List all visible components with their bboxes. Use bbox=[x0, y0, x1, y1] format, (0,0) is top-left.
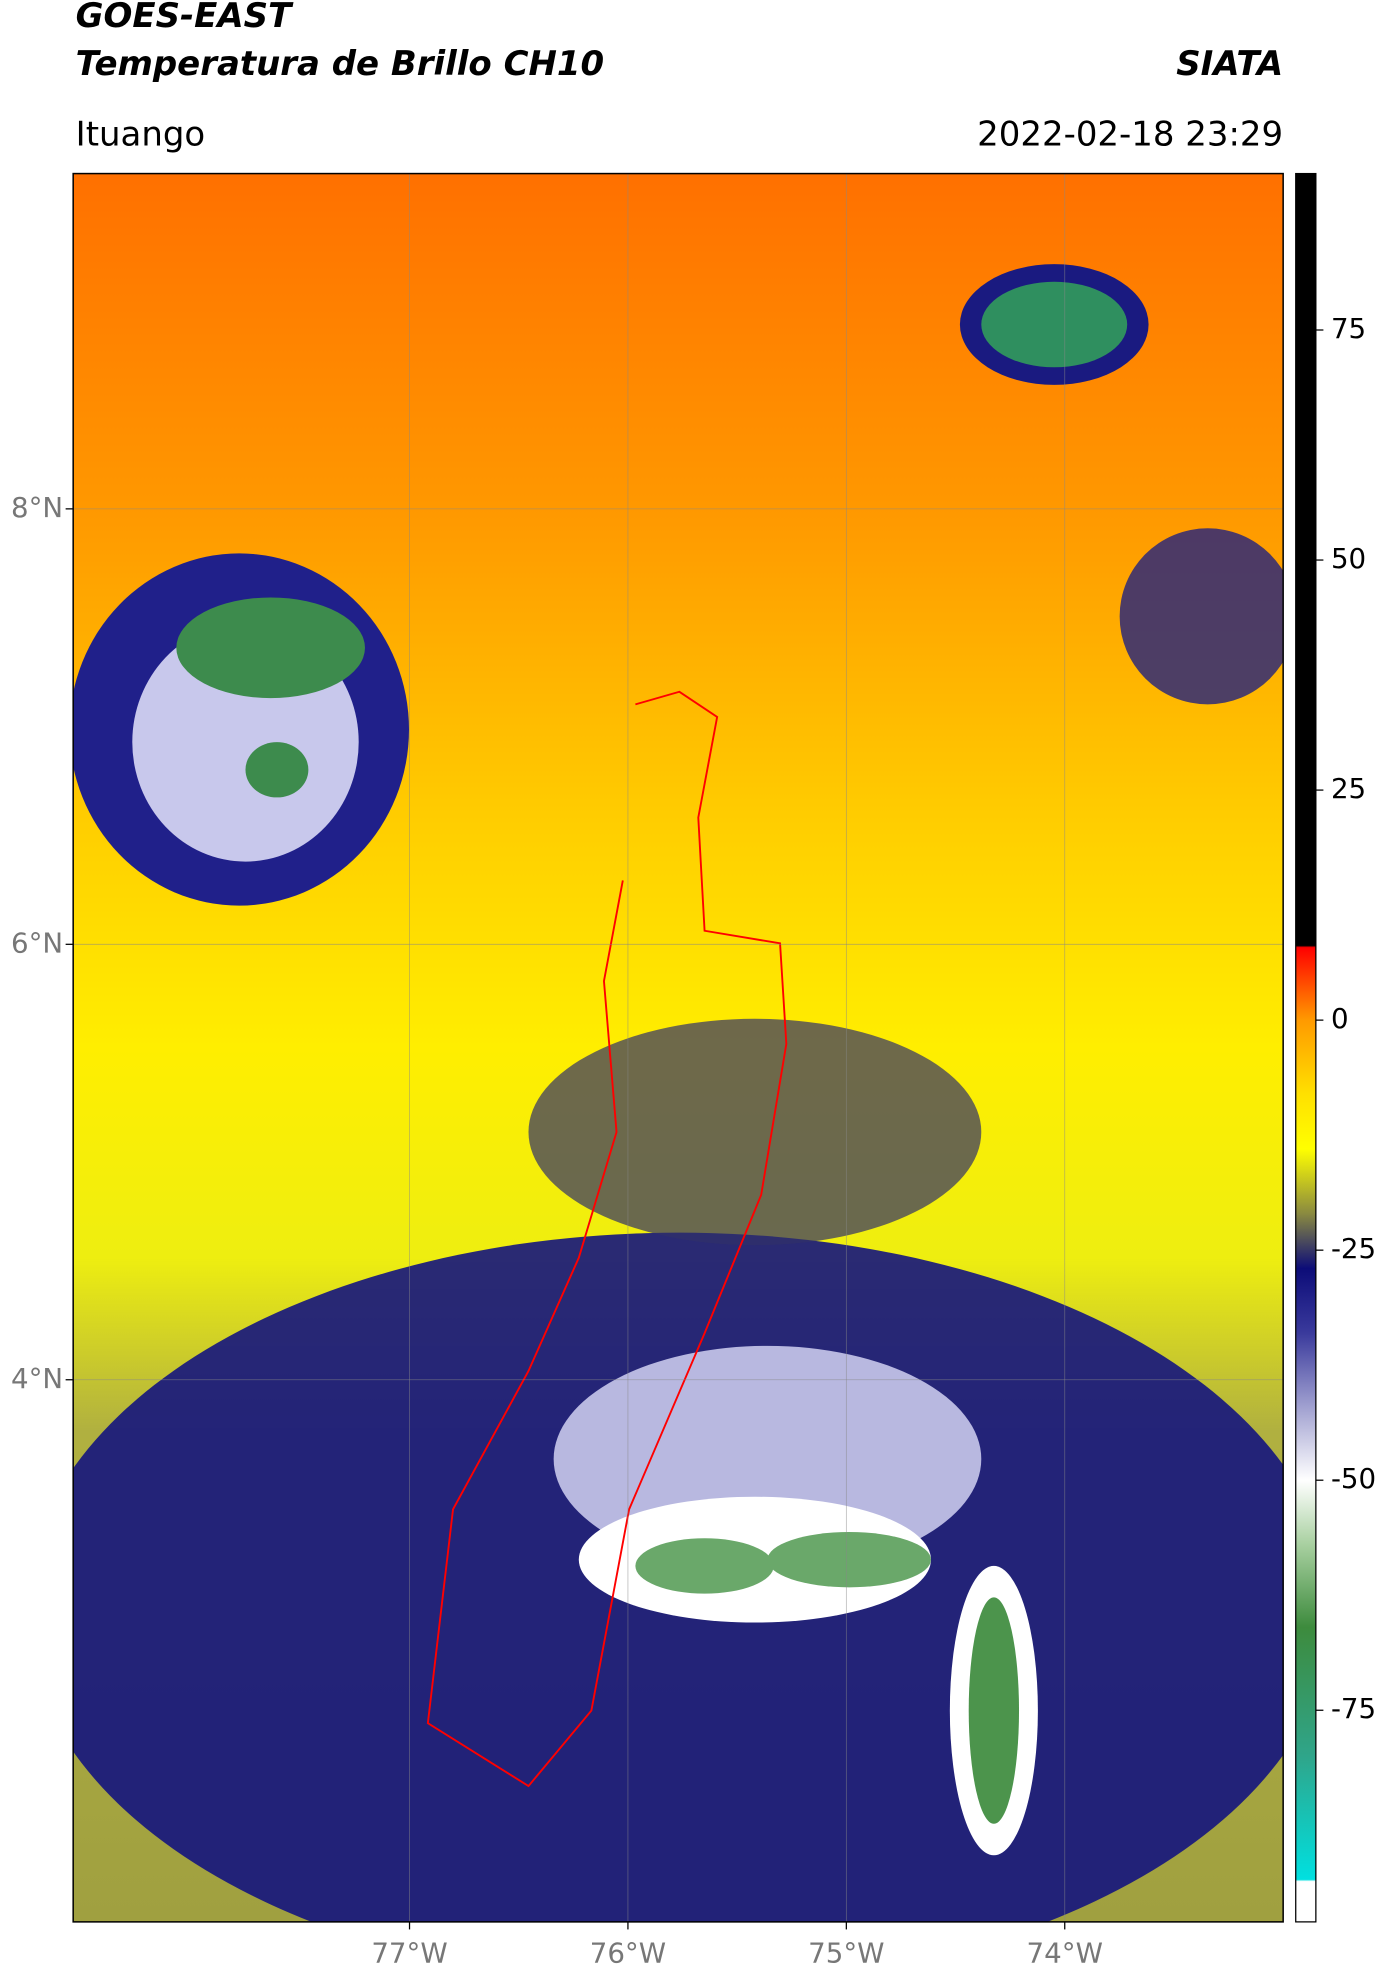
source: SIATA bbox=[1176, 44, 1283, 84]
colorbar-tick-label: -50 bbox=[1331, 1462, 1376, 1495]
colorbar-tick-label: -75 bbox=[1331, 1692, 1376, 1725]
cloud bbox=[528, 1018, 982, 1246]
y-tick-label: 8°N bbox=[11, 491, 63, 524]
grid bbox=[73, 173, 1284, 1922]
colorbar-tick-label: 75 bbox=[1331, 312, 1366, 345]
subtitle: Temperatura de Brillo CH10 bbox=[76, 44, 604, 84]
cloud bbox=[245, 742, 309, 798]
cloud bbox=[635, 1538, 774, 1594]
cloud bbox=[767, 1531, 931, 1588]
colorbar-tick-label: -25 bbox=[1331, 1232, 1376, 1265]
colorbar-tick-label: 25 bbox=[1331, 772, 1366, 805]
y-tick-label: 6°N bbox=[11, 926, 63, 959]
x-tick-label: 77°W bbox=[371, 1937, 447, 1970]
x-tick-label: 76°W bbox=[590, 1937, 666, 1970]
map-image bbox=[73, 173, 1284, 1922]
datetime: 2022-02-18 23:29 bbox=[977, 114, 1283, 154]
location: Ituango bbox=[76, 114, 206, 154]
title: GOES-EAST bbox=[76, 0, 294, 36]
x-tick-label: 75°W bbox=[808, 1937, 884, 1970]
colorbar-tick-label: 0 bbox=[1331, 1002, 1349, 1035]
colorbar-tick-label: 50 bbox=[1331, 542, 1366, 575]
colorbar bbox=[1295, 172, 1317, 1923]
y-tick-label: 4°N bbox=[11, 1362, 63, 1395]
basin-outline bbox=[426, 690, 788, 1788]
cloud bbox=[176, 597, 365, 699]
map-frame bbox=[72, 172, 1284, 1923]
cloud bbox=[981, 281, 1128, 368]
x-tick-label: 74°W bbox=[1027, 1937, 1103, 1970]
cloud bbox=[968, 1597, 1020, 1824]
cloud bbox=[1119, 528, 1284, 705]
